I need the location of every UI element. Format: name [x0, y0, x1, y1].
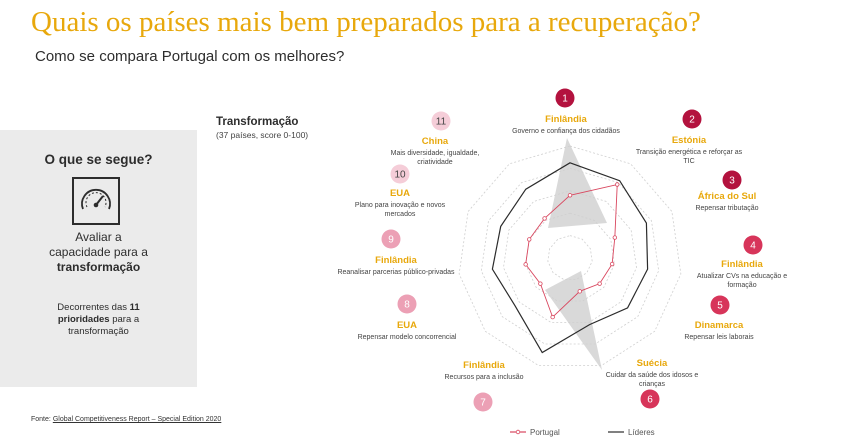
axis-label-3-1: Repensar tributação [695, 205, 758, 212]
series-point-6 [577, 289, 582, 294]
axis-country-8: EUA [397, 320, 417, 331]
rank-badge-9 [381, 229, 401, 249]
grid-ring-1 [547, 235, 593, 280]
rank-badge-1 [555, 88, 575, 108]
axis-label-4-2: formação [727, 282, 756, 289]
rank-number-6: 6 [647, 395, 653, 406]
axis-country-1: Finlândia [545, 114, 587, 125]
rank-badge-2 [682, 109, 702, 129]
axis-label-5-1: Repensar leis laborais [684, 334, 754, 341]
series-point-2 [615, 182, 620, 187]
decor-triangle-bottom [545, 271, 602, 370]
axis-country-5: Dinamarca [695, 320, 744, 331]
chart-subheading: (37 países, score 0-100) [216, 130, 309, 140]
caption-bold: transformação [56, 260, 141, 274]
side-panel: O que se segue? Avaliar a capacidade par… [0, 130, 197, 387]
rank-badge-5 [710, 295, 730, 315]
note-last: transformação [68, 326, 129, 337]
series-point-1 [567, 193, 573, 198]
axis-label-11-1: Mais diversidade, igualdade, [391, 150, 480, 157]
decor-triangle-top [548, 138, 607, 228]
rank-number-4: 4 [750, 241, 756, 252]
rank-badge-8 [397, 294, 417, 314]
note-post: para a [112, 314, 140, 325]
series-point-10 [527, 237, 532, 242]
axis-label-8-1: Repensar modelo concorrencial [358, 334, 457, 341]
axis-country-4: Finlândia [721, 259, 763, 270]
axis-country-11: China [422, 136, 449, 147]
axis-label-10-1: Plano para inovação e novos [355, 202, 446, 209]
grid-ring-3 [503, 190, 637, 323]
gauge-icon [72, 177, 120, 225]
page-title: Quais os países mais bem preparados para… [31, 6, 701, 38]
rank-number-8: 8 [404, 300, 410, 311]
series-point-11 [542, 216, 547, 221]
rank-number-10: 10 [394, 170, 406, 181]
source-link[interactable]: Global Competitiveness Report – Special … [52, 416, 222, 423]
caption-line-2: capacidade para a [49, 245, 148, 259]
caption-line-1: Avaliar a [75, 230, 122, 244]
axis-label-10-2: mercados [385, 211, 416, 218]
axis-label-1-1: Governo e confiança dos cidadãos [512, 128, 620, 135]
series-point-3 [612, 235, 618, 240]
rank-number-7: 7 [480, 398, 486, 409]
source-prefix: Fonte: [31, 416, 51, 423]
series-point-9 [523, 262, 528, 267]
rank-badge-7 [473, 392, 493, 412]
series-line-1 [525, 183, 618, 318]
chart-heading: Transformação [216, 116, 299, 128]
rank-badge-11 [431, 111, 451, 131]
rank-number-9: 9 [388, 235, 394, 246]
series-line-2 [491, 162, 649, 354]
legend-label-2: Líderes [628, 428, 655, 437]
axis-label-6-1: Cuidar da saúde dos idosos e [606, 372, 699, 379]
axis-label-7-1: Recursos para a inclusão [445, 374, 524, 381]
grid-ring-4 [480, 167, 660, 345]
rank-number-11: 11 [436, 117, 447, 128]
axis-label-11-2: criatividade [417, 159, 453, 166]
axis-country-10: EUA [390, 188, 410, 199]
axis-country-9: Finlândia [375, 255, 417, 266]
side-panel-note: Decorrentes das 11 prioridades para a tr… [20, 302, 177, 338]
axis-country-3: África do Sul [698, 191, 757, 202]
note-bold-word: prioridades [57, 314, 110, 325]
page-subtitle: Como se compara Portugal com os melhores… [35, 48, 345, 65]
source-note: Fonte: Global Competitiveness Report – S… [31, 416, 221, 423]
rank-number-3: 3 [729, 176, 735, 187]
axis-country-6: Suécia [637, 358, 668, 369]
note-bold-num: 11 [129, 302, 140, 313]
series-point-5 [597, 281, 602, 286]
axis-label-6-2: crianças [639, 381, 666, 388]
side-panel-caption: Avaliar a capacidade para a transformaçã… [0, 230, 197, 275]
rank-badge-3 [722, 170, 742, 190]
rank-number-1: 1 [562, 94, 568, 105]
axis-label-9-1: Reanalisar parcerias público-privadas [337, 269, 455, 276]
series-point-7 [550, 314, 555, 320]
axis-label-2-1: Transição energética e reforçar as [636, 149, 743, 156]
rank-badge-4 [743, 235, 763, 255]
side-panel-heading: O que se segue? [44, 152, 153, 167]
series-point-8 [538, 281, 543, 286]
note-pre: Decorrentes das [57, 302, 127, 313]
axis-label-4-1: Atualizar CVs na educação e [697, 273, 787, 280]
rank-badge-6 [640, 389, 660, 409]
legend-marker-1 [515, 429, 521, 435]
series-point-4 [609, 261, 615, 267]
axis-country-7: Finlândia [463, 360, 505, 371]
rank-badge-10 [390, 164, 410, 184]
legend-label-1: Portugal [530, 428, 560, 437]
rank-number-5: 5 [717, 301, 723, 312]
rank-number-2: 2 [689, 115, 695, 126]
axis-country-2: Estónia [672, 135, 707, 146]
axis-label-2-2: TIC [683, 158, 694, 165]
